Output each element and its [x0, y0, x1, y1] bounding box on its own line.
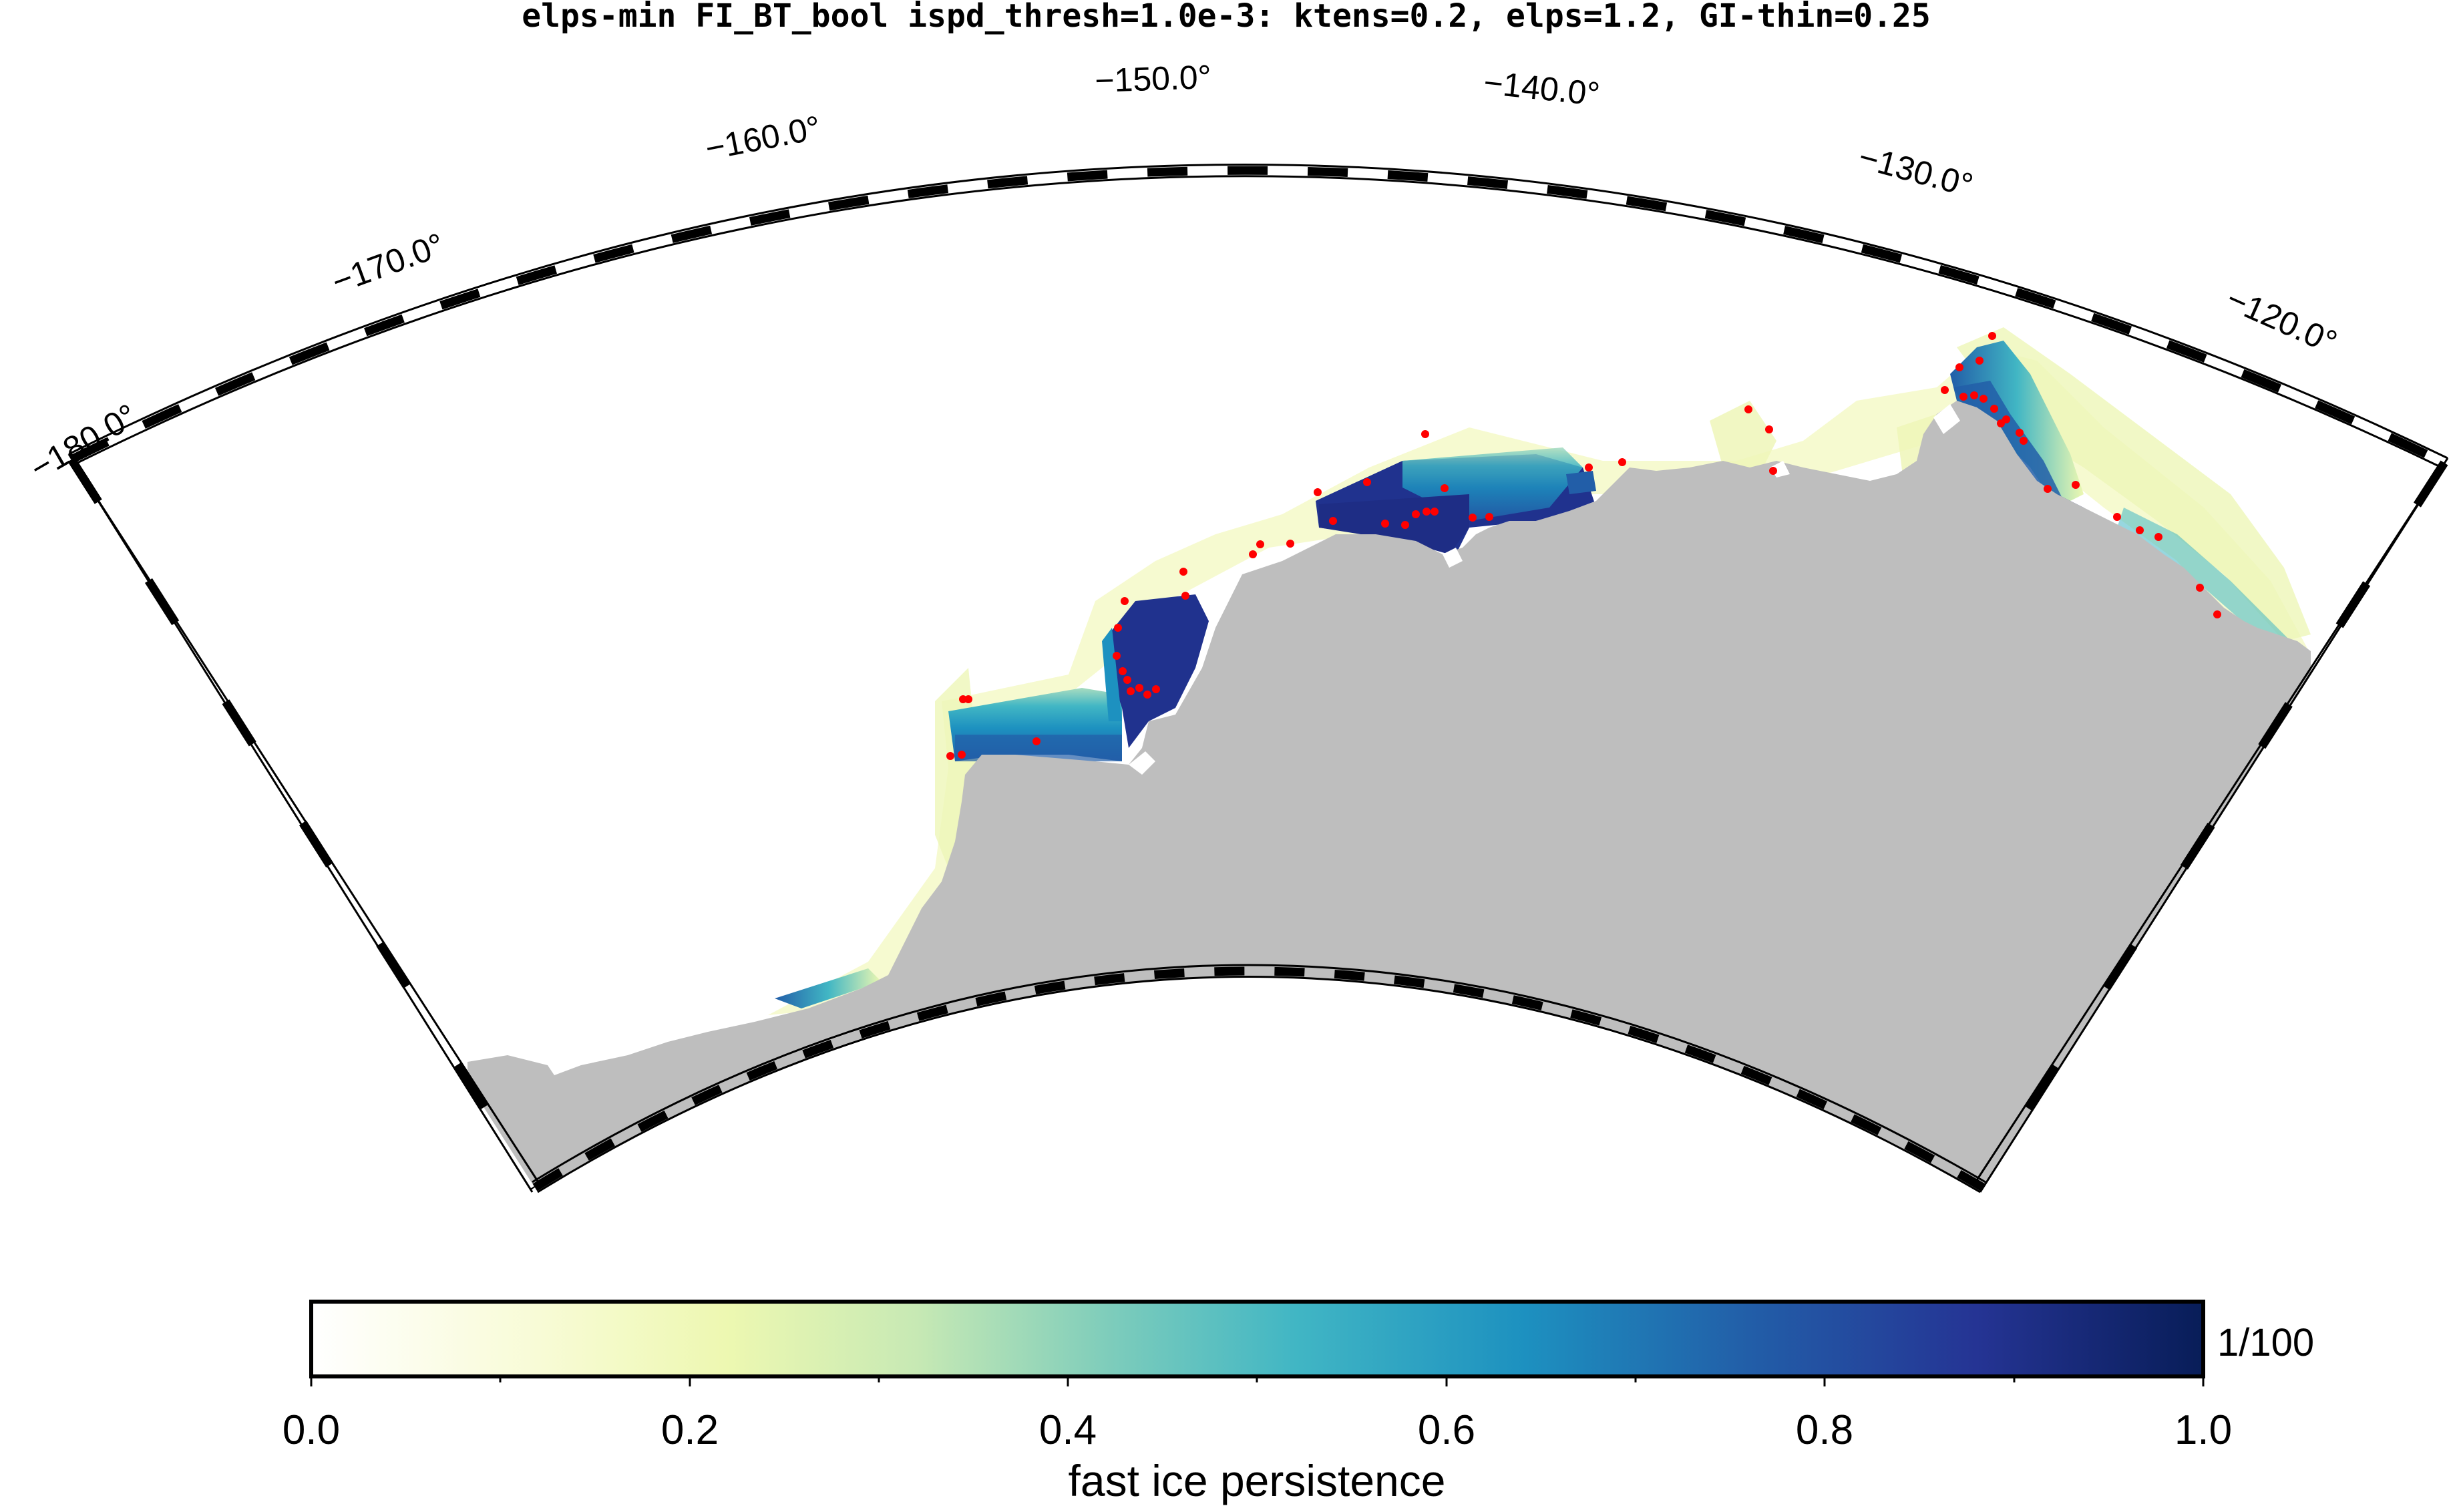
lon-label-130: −130.0°: [1855, 138, 1977, 204]
colorbar-tick-label: 0.8: [1796, 1407, 1853, 1453]
colorbar-label: fast ice persistence: [1069, 1456, 1446, 1505]
fast-ice-patch-2: [1109, 594, 1209, 748]
lon-label-150: −150.0°: [1094, 58, 1211, 100]
colorbar-tick-label: 0.4: [1039, 1407, 1097, 1453]
map-content: [467, 327, 2314, 1192]
colorbar-unit-note: 1/100: [2217, 1321, 2314, 1364]
lon-label-170: −170.0°: [327, 226, 449, 301]
colorbar-tick-label: 0.6: [1418, 1407, 1475, 1453]
land-mass: [467, 401, 2314, 1192]
fast-ice-patch-west: [775, 968, 882, 1008]
lon-label-140: −140.0°: [1482, 63, 1601, 113]
lon-label-160: −160.0°: [702, 109, 823, 168]
map-frame-ticks: [67, 166, 2448, 1191]
colorbar-tick-label: 1.0: [2175, 1407, 2232, 1453]
colorbar: 0.0 0.2 0.4 0.6 0.8 1.0 1/100 fast ice p…: [282, 1300, 2314, 1505]
grounded-iceberg-markers: [946, 332, 2221, 760]
map-title: elps-min FI_BT_bool ispd_thresh=1.0e-3: …: [522, 0, 1931, 35]
colorbar-tick-label: 0.2: [661, 1407, 719, 1453]
colorbar-bar: [309, 1300, 2205, 1378]
colorbar-tick-label: 0.0: [282, 1407, 340, 1453]
colorbar-ticks: [310, 1376, 2205, 1386]
lon-label-120: −120.0°: [2221, 280, 2343, 361]
